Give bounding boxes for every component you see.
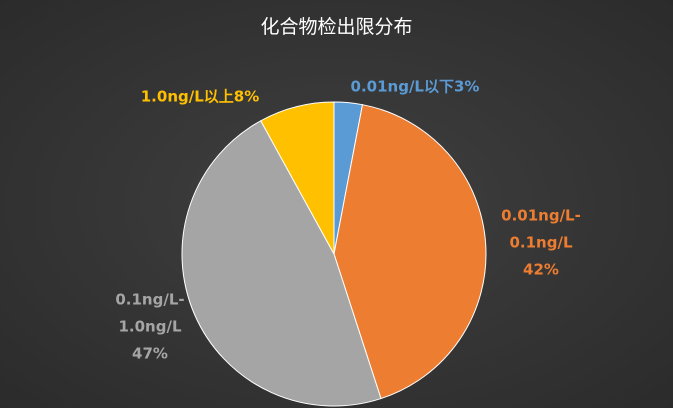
value-label: 3% <box>454 77 480 96</box>
category-label: 0.01ng/L-0.1ng/L <box>501 206 581 252</box>
data-label: 0.01ng/L-0.1ng/L 42% <box>495 203 587 284</box>
category-label: 0.01ng/L以下 <box>350 77 454 96</box>
data-label: 0.1ng/L-1.0ng/L 47% <box>109 287 191 368</box>
pie-slice <box>181 120 382 407</box>
value-label: 42% <box>523 260 559 279</box>
pie-slice <box>260 101 335 255</box>
category-label: 1.0ng/L以上 <box>140 87 234 106</box>
pie-slice <box>333 104 487 400</box>
chart-title: 化合物检出限分布 <box>260 16 413 38</box>
value-label: 8% <box>233 87 260 106</box>
category-label: 0.1ng/L-1.0ng/L <box>115 290 185 336</box>
data-label: 0.01ng/L以下3% <box>315 74 515 101</box>
value-label: 47% <box>132 344 168 363</box>
data-label: 1.0ng/L以上8% <box>100 84 300 111</box>
